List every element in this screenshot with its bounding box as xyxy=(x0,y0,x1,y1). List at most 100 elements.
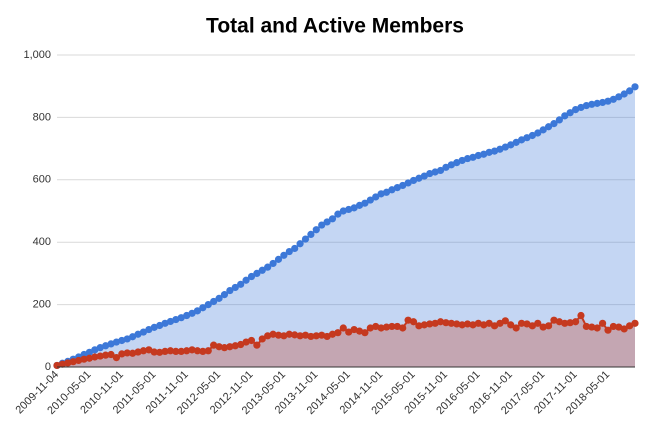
point xyxy=(361,199,369,207)
point xyxy=(544,123,553,131)
point xyxy=(620,325,628,333)
point xyxy=(291,244,299,253)
point xyxy=(555,318,563,326)
point xyxy=(431,319,439,327)
point xyxy=(307,230,315,238)
point xyxy=(615,93,623,101)
point xyxy=(496,319,504,327)
point xyxy=(631,319,639,327)
point xyxy=(264,263,272,271)
point xyxy=(561,319,569,327)
point xyxy=(517,136,526,144)
point xyxy=(625,87,634,95)
point xyxy=(458,321,466,329)
point xyxy=(582,101,590,110)
point xyxy=(377,190,385,198)
point xyxy=(296,332,304,340)
point xyxy=(188,309,196,317)
point xyxy=(571,106,580,114)
point xyxy=(188,346,196,354)
point xyxy=(415,174,423,182)
point xyxy=(161,347,169,355)
point xyxy=(199,347,207,355)
point xyxy=(393,184,401,192)
point xyxy=(123,349,131,357)
point xyxy=(274,255,283,263)
point xyxy=(593,99,601,107)
point xyxy=(247,272,256,281)
point xyxy=(442,319,450,327)
point xyxy=(604,326,612,334)
point xyxy=(517,319,526,327)
y-tick-label: 1,000 xyxy=(23,49,51,61)
point xyxy=(426,169,434,178)
point xyxy=(350,325,358,334)
point xyxy=(107,340,115,348)
point xyxy=(512,138,520,146)
point xyxy=(598,98,607,107)
point xyxy=(274,331,283,339)
point xyxy=(458,156,466,165)
point xyxy=(404,316,412,324)
point xyxy=(193,347,202,355)
point xyxy=(436,318,445,326)
point xyxy=(118,336,126,345)
point xyxy=(280,332,288,340)
point xyxy=(588,100,596,108)
point xyxy=(220,291,229,299)
point xyxy=(247,336,256,345)
point xyxy=(231,342,239,350)
point xyxy=(382,323,391,331)
point xyxy=(512,324,520,332)
point xyxy=(544,322,553,330)
point xyxy=(480,150,488,158)
point xyxy=(582,322,590,331)
point xyxy=(253,269,261,277)
point xyxy=(264,332,272,340)
point xyxy=(523,320,531,328)
point xyxy=(237,280,245,288)
point xyxy=(312,332,320,340)
point xyxy=(156,321,164,330)
point xyxy=(226,343,234,351)
point xyxy=(355,327,364,335)
point xyxy=(210,341,218,349)
point xyxy=(539,323,547,331)
point xyxy=(258,335,266,343)
point xyxy=(474,151,482,160)
point xyxy=(269,330,277,338)
point xyxy=(139,347,148,355)
point xyxy=(426,320,434,328)
point xyxy=(485,319,493,327)
point xyxy=(420,321,428,329)
point xyxy=(399,324,407,332)
point xyxy=(258,266,266,274)
point xyxy=(323,332,331,341)
point xyxy=(102,342,110,350)
point xyxy=(393,322,401,331)
point xyxy=(145,346,153,354)
point xyxy=(145,325,153,334)
point xyxy=(566,109,574,117)
point xyxy=(134,348,142,356)
point xyxy=(172,347,180,355)
point xyxy=(534,129,542,137)
point xyxy=(85,354,94,362)
point xyxy=(129,333,137,341)
point xyxy=(301,235,310,243)
point xyxy=(96,352,104,360)
point xyxy=(91,346,99,354)
point xyxy=(350,204,358,212)
point xyxy=(485,148,493,156)
point xyxy=(399,181,407,190)
point xyxy=(112,338,121,346)
point xyxy=(280,251,288,259)
point xyxy=(334,210,342,218)
point xyxy=(588,323,596,331)
point xyxy=(64,359,72,367)
point xyxy=(431,168,439,176)
point xyxy=(177,314,185,322)
point xyxy=(318,331,326,339)
